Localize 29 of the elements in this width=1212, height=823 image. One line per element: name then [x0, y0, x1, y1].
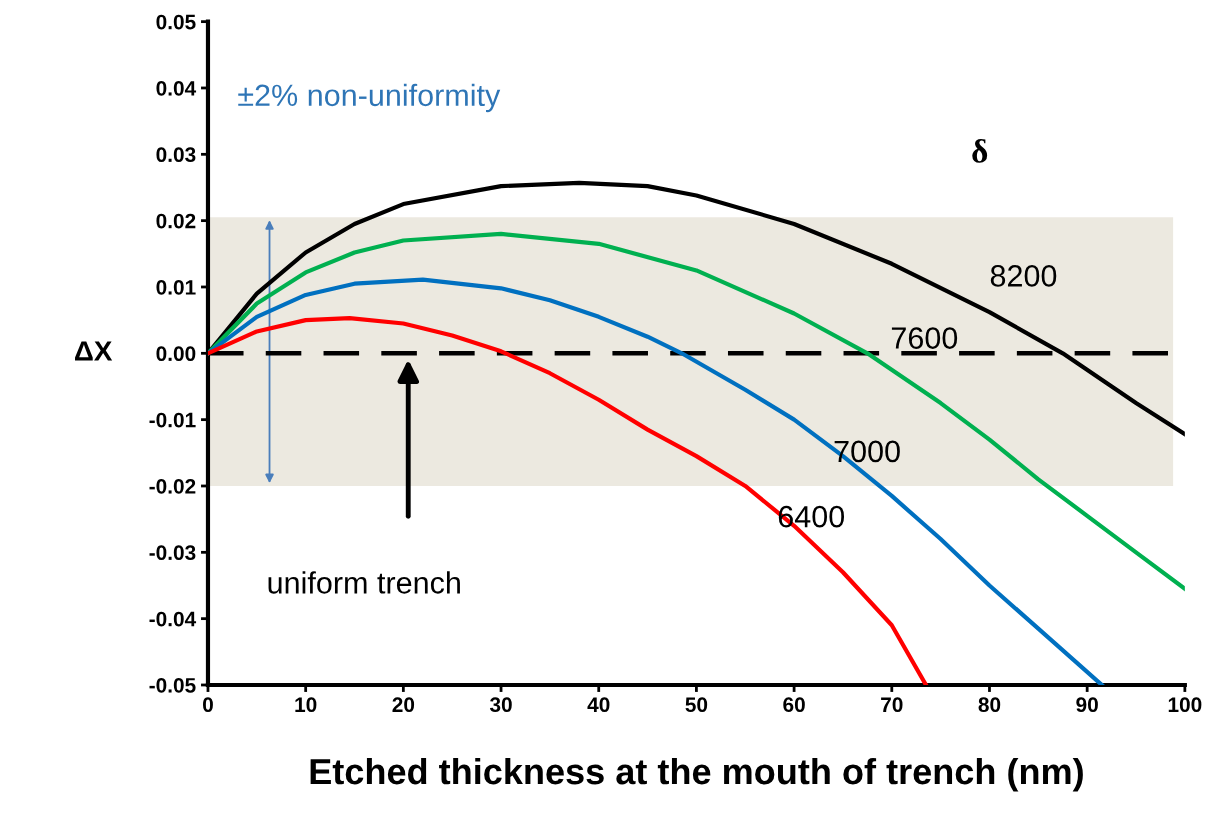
annotation: uniform trench [268, 571, 460, 594]
y-tick-label: -0.04 [149, 611, 197, 627]
y-tick-label: 0.00 [156, 346, 196, 362]
annotation: ±2% non-uniformity [238, 83, 501, 113]
y-tick-label: -0.05 [149, 677, 196, 693]
annotation: δ [972, 139, 988, 163]
x-tick-label: 10 [295, 697, 317, 713]
y-tick-label: 0.04 [156, 80, 197, 96]
y-tick-label: 0.01 [156, 279, 196, 295]
x-tick-label: 90 [1076, 697, 1098, 713]
x-tick-label: 80 [978, 697, 1001, 713]
y-tick-label: -0.02 [149, 478, 196, 494]
x-tick-label: 50 [685, 697, 708, 713]
y-axis-title: ΔX [75, 341, 113, 361]
x-tick-label: 100 [1168, 697, 1202, 713]
x-tick-label: 70 [881, 697, 903, 713]
x-tick-label: 40 [587, 697, 610, 713]
y-tick-label: -0.01 [149, 412, 196, 428]
series-label: 7600 [891, 327, 958, 349]
x-axis-title: Etched thickness at the mouth of trench (nm) [310, 757, 1083, 792]
x-tick-label: 0 [203, 697, 213, 713]
x-tick-label: 30 [489, 697, 512, 713]
y-tick-label: 0.02 [156, 213, 196, 229]
series-label: 8200 [990, 265, 1057, 287]
y-tick-label: 0.05 [156, 14, 196, 30]
x-tick-label: 60 [783, 697, 805, 713]
y-tick-label: -0.03 [149, 545, 196, 561]
x-tick-label: 20 [392, 697, 415, 713]
y-tick-label: 0.03 [156, 147, 196, 163]
